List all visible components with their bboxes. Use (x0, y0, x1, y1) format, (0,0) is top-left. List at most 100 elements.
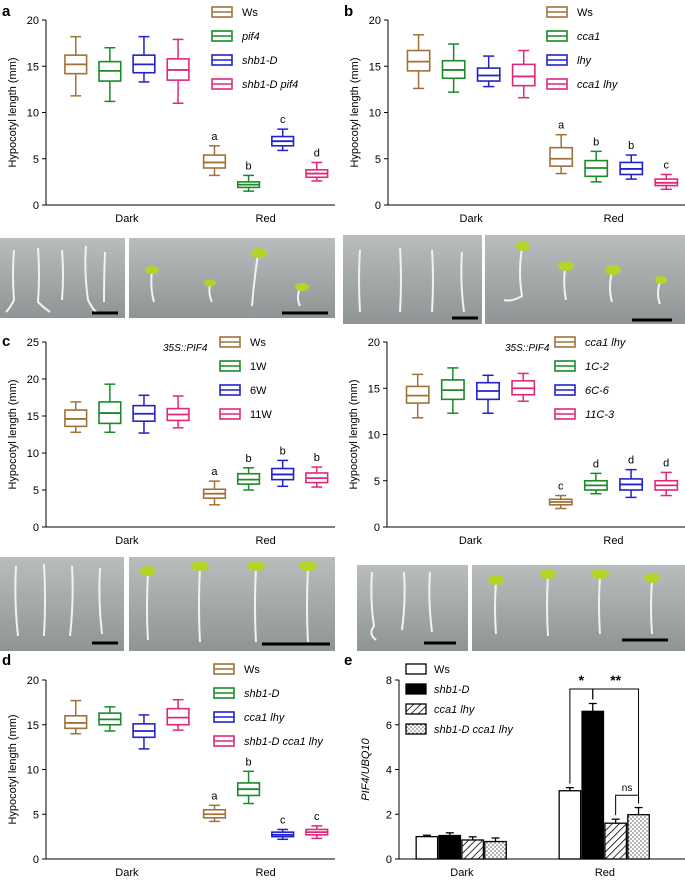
y-tick-label: 20 (27, 675, 39, 687)
panel-label-c: c (2, 333, 10, 350)
legend-label: 1C-2 (585, 361, 609, 373)
x-category-label: Dark (115, 213, 139, 225)
y-tick-label: 5 (33, 154, 39, 166)
seedling (14, 565, 19, 637)
legend-item: 11W (219, 408, 272, 421)
y-tick-label: 20 (27, 15, 39, 27)
cotyledon (516, 241, 530, 251)
legend-item: shb1-D (211, 54, 278, 67)
significance-label: ns (622, 783, 633, 794)
box-plot (236, 467, 261, 491)
seedling (251, 253, 259, 307)
y-tick-label: 5 (33, 809, 39, 821)
legend-label: Ws (242, 7, 258, 19)
y-axis-label: Hypocotyl length (mm) (348, 379, 360, 489)
significance-bracket: ns (615, 783, 640, 816)
panel-label-d: d (2, 652, 11, 669)
bar (558, 790, 582, 860)
box-plot (441, 43, 466, 93)
legend-item: cca1 lhy (554, 336, 627, 349)
panel-label-e: e (344, 652, 352, 669)
legend-label: shb1-D (242, 55, 278, 67)
y-axis-label: Hypocotyl length (mm) (349, 57, 361, 167)
y-tick-label: 20 (369, 15, 381, 27)
y-axis-label: PIF4/UBQ10 (360, 737, 372, 800)
box-plot (166, 698, 190, 731)
y-tick-label: 25 (27, 337, 39, 349)
y-tick-label: 0 (374, 522, 380, 534)
seedling (460, 251, 465, 313)
legend-item: cca1 lhy (213, 711, 286, 724)
significance-letter: b (314, 452, 320, 464)
significance-letter: b (280, 445, 286, 457)
y-tick-label: 10 (27, 448, 39, 460)
significance-bracket: ** (592, 672, 640, 804)
seedling (503, 247, 524, 302)
legend-label: shb1-D cca1 lhy (434, 724, 514, 736)
legend-label: 11W (250, 409, 272, 421)
box-iqr (549, 146, 574, 167)
legend-item: 6W (219, 384, 267, 397)
x-category-label: Dark (115, 867, 139, 879)
legend-item: cca1 lhy (546, 78, 619, 91)
seedling (98, 567, 103, 635)
box-plot (511, 372, 536, 402)
box-iqr (405, 385, 430, 404)
legend-label: cca1 lhy (585, 337, 627, 349)
bar (627, 814, 650, 860)
photo-a-right (129, 238, 335, 318)
seedling (306, 567, 309, 643)
significance-letter: b (246, 160, 252, 172)
box-plot (619, 468, 644, 499)
cotyledon (191, 561, 209, 571)
box-plot (98, 47, 122, 103)
legend-swatch (405, 683, 427, 695)
legend-label: shb1-D cca1 lhy (244, 736, 324, 748)
panel-c-header: 35S::PIF4 (163, 343, 208, 354)
legend-label: cca1 (577, 31, 600, 43)
significance-letter: d (314, 147, 320, 159)
legend-swatch (405, 663, 427, 675)
significance-letter: c (280, 114, 286, 126)
y-tick-label: 0 (386, 854, 392, 866)
y-axis-label: Hypocotyl length (mm) (7, 379, 19, 489)
legend-item: shb1-D cca1 lhy (405, 723, 514, 736)
box-plot (305, 466, 329, 488)
box-plot (476, 374, 500, 414)
legend-item: Ws (213, 663, 260, 676)
y-tick-label: 5 (33, 485, 39, 497)
box-plot (202, 145, 227, 177)
cotyledon (204, 279, 216, 287)
legend-item: Ws (405, 663, 450, 676)
seedling (428, 571, 433, 633)
y-tick-label: 15 (27, 720, 39, 732)
legend-label: Ws (244, 664, 260, 676)
y-tick-label: 10 (27, 108, 39, 120)
chart-a: 0 5 10 15 20 Hypocotyl length (mm) Dark a b c d Red… (7, 6, 335, 225)
legend-label: shb1-D (244, 688, 280, 700)
y-tick-label: 20 (368, 337, 380, 349)
box-plot (548, 494, 573, 510)
y-tick-label: 5 (374, 476, 380, 488)
significance-letter: b (246, 453, 252, 465)
legend-label: 6C-6 (585, 385, 610, 397)
box-plot (549, 133, 574, 175)
box-plot (132, 394, 156, 434)
significance-label: * (579, 672, 585, 688)
y-tick-label: 20 (27, 374, 39, 386)
cotyledon (299, 561, 317, 571)
photo-b-left (343, 235, 482, 324)
box-iqr (476, 67, 501, 82)
legend-label: pif4 (241, 31, 260, 43)
legend-item: pif4 (211, 30, 260, 43)
significance-letter: d (628, 455, 634, 467)
box-plot (98, 706, 122, 732)
y-tick-label: 15 (369, 61, 381, 73)
significance-letter: c (664, 159, 670, 171)
legend-item: 6C-6 (554, 384, 610, 397)
x-category-label: Red (256, 213, 276, 225)
y-tick-label: 10 (27, 765, 39, 777)
significance-letter: a (211, 790, 218, 802)
seedling (198, 567, 201, 643)
seedling (146, 571, 149, 641)
